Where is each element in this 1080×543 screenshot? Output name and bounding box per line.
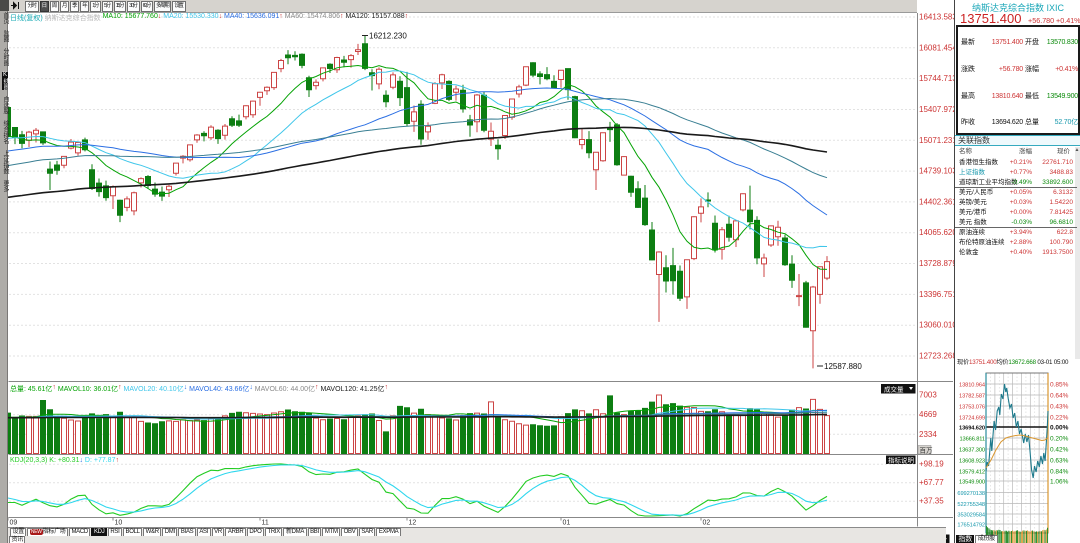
svg-text:指标说明: 指标说明 [888,456,915,465]
svg-text:13728.879: 13728.879 [919,259,954,268]
svg-text:0.42%: 0.42% [1050,447,1069,454]
svg-text:02: 02 [703,520,711,527]
svg-text:13782.587: 13782.587 [959,394,985,400]
svg-text:13724.699: 13724.699 [959,416,985,422]
svg-text:0.43%: 0.43% [1050,404,1069,411]
svg-text:13549.900: 13549.900 [959,480,985,486]
svg-text:0.00%: 0.00% [1050,425,1069,432]
svg-text:09: 09 [10,520,18,527]
svg-text:百万: 百万 [920,447,934,455]
svg-text:+98.19: +98.19 [919,460,944,469]
svg-text:12: 12 [409,520,417,527]
svg-text:12587.880: 12587.880 [824,362,862,371]
svg-text:+67.77: +67.77 [919,478,944,487]
svg-text:14739.103: 14739.103 [919,167,954,176]
svg-text:13694.620: 13694.620 [959,426,985,432]
svg-text:2334: 2334 [919,430,937,439]
svg-text:0.84%: 0.84% [1050,469,1069,476]
svg-text:0.85%: 0.85% [1050,382,1069,389]
svg-text:13608.923: 13608.923 [959,459,985,465]
svg-text:353029584: 353029584 [957,513,985,519]
svg-text:1.06%: 1.06% [1050,479,1069,486]
svg-text:+37.35: +37.35 [919,497,944,506]
svg-text:13637.300: 13637.300 [959,448,985,454]
svg-text:0.64%: 0.64% [1050,393,1069,400]
svg-text:11: 11 [262,520,269,527]
svg-text:12723.268: 12723.268 [919,352,954,361]
svg-text:13666.811: 13666.811 [959,437,985,443]
svg-text:15407.972: 15407.972 [919,105,954,114]
svg-text:15744.713: 15744.713 [919,74,954,83]
svg-text:13810.964: 13810.964 [959,383,985,389]
svg-text:16081.454: 16081.454 [919,43,954,52]
svg-text:13579.412: 13579.412 [959,470,985,476]
svg-text:7003: 7003 [919,391,937,400]
svg-text:15071.231: 15071.231 [919,136,954,145]
svg-text:14402.361: 14402.361 [919,197,954,206]
svg-text:176514792: 176514792 [957,523,985,529]
svg-text:522755348: 522755348 [957,502,985,508]
svg-text:13753.076: 13753.076 [959,405,985,411]
svg-text:0.22%: 0.22% [1050,415,1069,422]
svg-text:13060.010: 13060.010 [919,321,954,330]
svg-text:16212.230: 16212.230 [369,32,407,41]
svg-text:16413.583: 16413.583 [919,13,954,22]
svg-text:成交量: 成交量 [884,385,904,394]
svg-text:01: 01 [563,520,571,527]
svg-text:0.20%: 0.20% [1050,436,1069,443]
svg-text:14065.620: 14065.620 [919,228,954,237]
svg-text:699270138: 699270138 [957,491,985,497]
svg-text:13396.751: 13396.751 [919,290,954,299]
svg-text:4669: 4669 [919,410,937,419]
svg-text:0.63%: 0.63% [1050,458,1069,465]
svg-text:10: 10 [115,520,123,527]
